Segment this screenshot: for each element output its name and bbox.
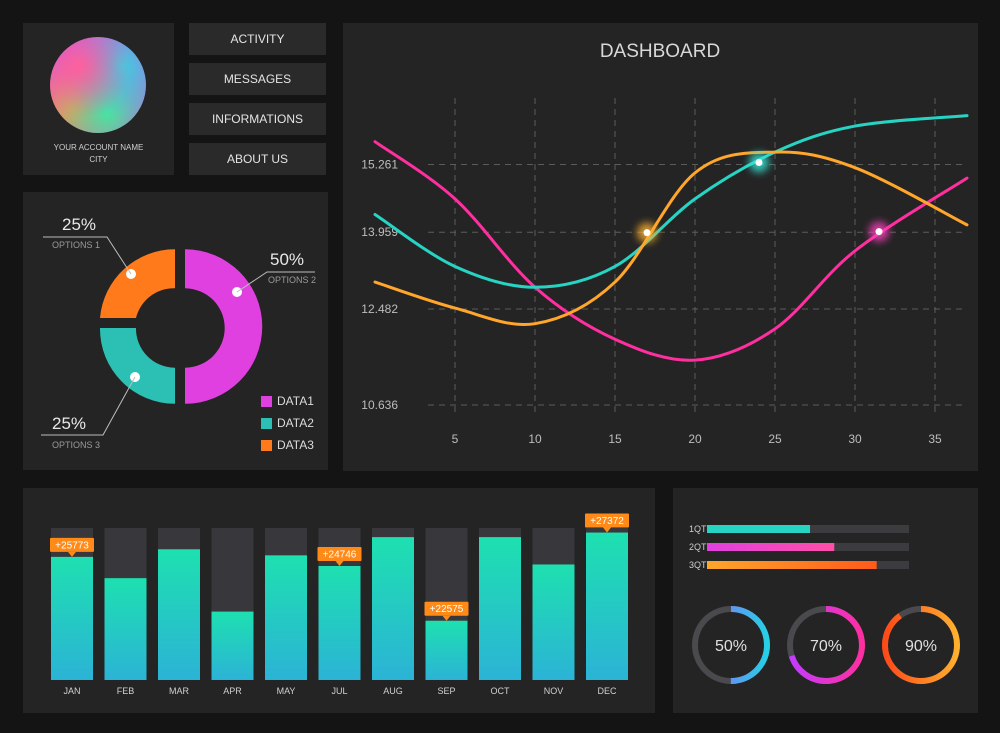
x-tick-label: 25 [768, 432, 782, 446]
donut-segment-option-2[interactable] [185, 249, 263, 404]
bar-callout-label: +27372 [590, 516, 624, 527]
option-1-label: OPTIONS 1 [52, 240, 100, 250]
legend-swatch-data2 [261, 418, 272, 429]
bar-callout-label: +24746 [323, 550, 357, 561]
bar-category-label: JAN [63, 686, 80, 696]
bar-category-label: MAY [277, 686, 296, 696]
x-tick-label: 20 [688, 432, 702, 446]
bar-category-label: SEP [437, 686, 455, 696]
y-tick-label: 13.959 [361, 225, 398, 239]
leader-line-option-1 [43, 236, 132, 275]
donut-segment-option-3[interactable] [99, 328, 175, 404]
bar-callout-label: +22575 [430, 604, 464, 615]
progress-label-2qt: 2QT [689, 542, 707, 552]
leader-line-option-2 [236, 271, 315, 293]
chart-title: DASHBOARD [600, 41, 720, 62]
bar-callout [317, 547, 362, 561]
menu-about-us-button[interactable]: ABOUT US [189, 143, 326, 175]
ring-progress-90pct[interactable] [882, 606, 960, 684]
option-2-percent: 50% [270, 250, 304, 269]
account-city: CITY [89, 155, 108, 164]
legend-label-data1: DATA1 [277, 394, 314, 408]
bar-callout [50, 537, 94, 552]
bar-callout-pointer [68, 551, 76, 557]
bar-oct[interactable] [479, 537, 521, 680]
account-panel: YOUR ACCOUNT NAME CITY [23, 23, 174, 175]
bar-category-label: OCT [491, 686, 511, 696]
legend-label-data2: DATA2 [277, 416, 314, 430]
progress-fill-3qt[interactable] [707, 561, 877, 569]
y-tick-label: 12.482 [361, 302, 398, 316]
bar-jan[interactable] [51, 556, 93, 680]
bar-jul[interactable] [318, 566, 361, 680]
line-series-2[interactable] [373, 114, 969, 289]
bar-category-label: AUG [383, 686, 403, 696]
x-tick-label: 35 [928, 432, 942, 446]
line-chart: DASHBOARD 5 10 15 20 25 30 35 10.636 12.482 13.95… [361, 41, 969, 446]
bar-sep[interactable] [425, 620, 468, 680]
ring-label: 70% [810, 638, 842, 655]
x-tick-label: 15 [608, 432, 622, 446]
progress-charts: 1QT 2QT 3QT 50% 70% 90% [689, 524, 960, 684]
account-name: YOUR ACCOUNT NAME [53, 143, 144, 152]
bar-category-label: NOV [544, 686, 564, 696]
menu-informations-button[interactable]: INFORMATIONS [189, 103, 326, 135]
bar-may[interactable] [265, 555, 307, 680]
x-tick-label: 10 [528, 432, 542, 446]
bar-callout-label: +25773 [55, 540, 89, 551]
option-2-label: OPTIONS 2 [268, 275, 316, 285]
ring-label: 50% [715, 638, 747, 655]
legend-label-data3: DATA3 [277, 438, 314, 452]
x-tick-label: 30 [848, 432, 862, 446]
bar-callout-pointer [442, 615, 451, 621]
bar-callout-pointer [335, 561, 344, 566]
bar-nov[interactable] [532, 564, 575, 680]
progress-label-1qt: 1QT [689, 524, 707, 534]
legend-swatch-data1 [261, 396, 272, 407]
bar-category-label: FEB [117, 686, 135, 696]
bar-callout [424, 601, 469, 616]
option-3-label: OPTIONS 3 [52, 440, 100, 450]
y-tick-label: 10.636 [361, 398, 398, 412]
progress-fill-1qt[interactable] [707, 525, 811, 533]
bar-apr[interactable] [211, 611, 254, 680]
bar-category-label: APR [223, 686, 242, 696]
bar-category-label: MAR [169, 686, 190, 696]
x-tick-label: 5 [452, 432, 459, 446]
bar-category-label: JUL [331, 686, 347, 696]
bar-feb[interactable] [104, 578, 147, 680]
progress-fill-2qt[interactable] [707, 543, 835, 551]
bar-callout-pointer [603, 527, 611, 533]
line-series-1[interactable] [373, 140, 969, 362]
bar-chart-panel: JAN FEB MAR APR MAY JUL AUG SEP OCT NOV DEC +25773 +… [23, 488, 655, 713]
highlight-point[interactable] [643, 229, 651, 237]
highlight-point[interactable] [875, 228, 883, 236]
legend-swatch-data3 [261, 440, 272, 451]
bar-dec[interactable] [586, 532, 628, 680]
y-tick-label: 15.261 [361, 158, 398, 172]
avatar[interactable] [50, 37, 146, 133]
line-chart-panel: DASHBOARD 5 10 15 20 25 30 35 10.636 12.482 13.95… [343, 23, 978, 471]
progress-panel: 1QT 2QT 3QT 50% 70% 90% [673, 488, 978, 713]
ring-label: 90% [905, 638, 937, 655]
progress-label-3qt: 3QT [689, 560, 707, 570]
option-1-percent: 25% [62, 215, 96, 234]
leader-line-option-3 [41, 376, 136, 436]
donut-panel: 25% OPTIONS 1 50% OPTIONS 2 25% OPTIONS … [23, 192, 328, 470]
donut-chart: 25% OPTIONS 1 50% OPTIONS 2 25% OPTIONS … [41, 215, 316, 452]
line-series-3[interactable] [373, 150, 969, 326]
menu-messages-button[interactable]: MESSAGES [189, 63, 326, 95]
option-3-percent: 25% [52, 414, 86, 433]
bar-callout [585, 513, 629, 528]
bar-aug[interactable] [372, 537, 414, 680]
ring-progress-50pct[interactable] [692, 606, 770, 684]
menu-activity-button[interactable]: ACTIVITY [189, 23, 326, 55]
bar-category-label: DEC [597, 686, 617, 696]
bar-mar[interactable] [158, 549, 200, 680]
bar-chart: JAN FEB MAR APR MAY JUL AUG SEP OCT NOV DEC +25773 +… [50, 513, 629, 696]
highlight-point[interactable] [755, 158, 763, 166]
ring-progress-70pct[interactable] [787, 606, 865, 684]
donut-segment-option-1[interactable] [100, 249, 175, 318]
